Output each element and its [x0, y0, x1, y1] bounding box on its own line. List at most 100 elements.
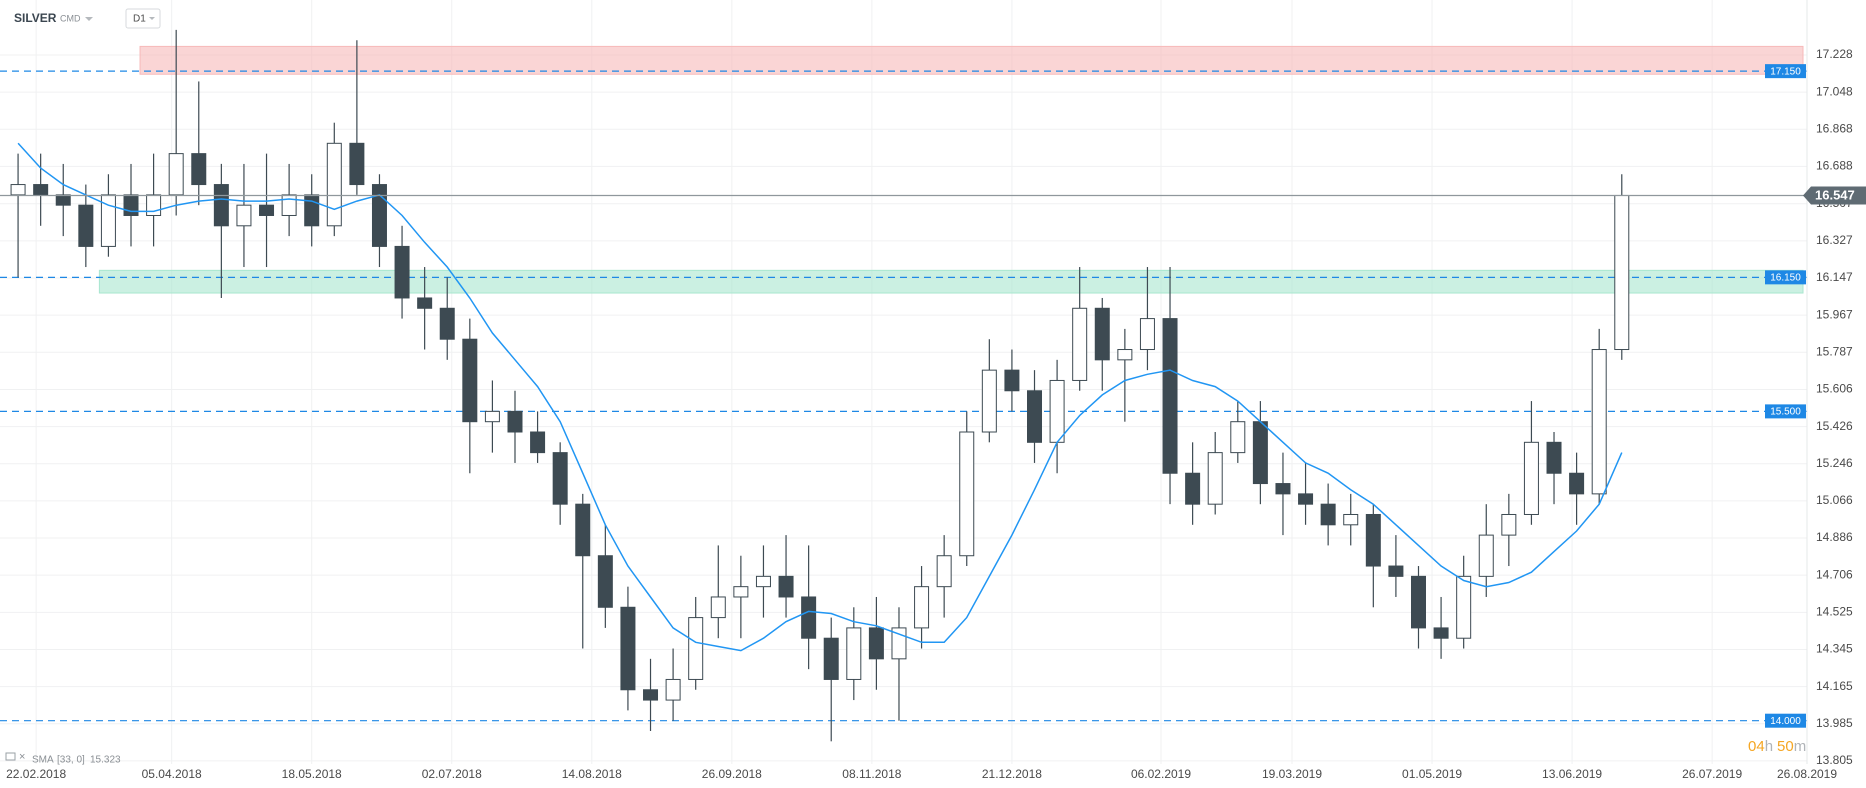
candle-body: [304, 194, 320, 227]
candle-body: [484, 410, 500, 423]
y-tick-label: 14.165: [1816, 679, 1853, 693]
y-tick-label: 13.805: [1816, 753, 1853, 767]
zones: [98, 45, 1804, 294]
candle-body: [394, 245, 410, 299]
level-label: 17.150: [1770, 66, 1801, 77]
candle-body: [778, 575, 794, 598]
x-tick-label: 05.04.2018: [142, 767, 202, 781]
candle-body: [1049, 379, 1065, 443]
level-label: 14.000: [1770, 716, 1801, 727]
x-tick-label: 01.05.2019: [1402, 767, 1462, 781]
candle-body: [1004, 369, 1020, 392]
y-tick-label: 13.985: [1816, 716, 1853, 730]
y-tick-label: 17.048: [1816, 84, 1853, 98]
candle-body: [823, 637, 839, 680]
y-tick-label: 16.147: [1816, 270, 1853, 284]
interval: D1: [133, 14, 146, 25]
candle-body: [868, 627, 884, 660]
candle-body: [259, 204, 275, 216]
x-tick-label: 26.09.2018: [702, 767, 762, 781]
interval-select[interactable]: [125, 8, 161, 29]
candle-body: [1591, 349, 1607, 495]
candle-body: [1252, 421, 1268, 485]
candle-body: [1546, 441, 1562, 474]
candle-body: [462, 338, 478, 423]
candle-body: [1320, 503, 1336, 526]
indicator-name: SMA: [32, 755, 54, 766]
candle-body: [846, 627, 862, 680]
dropdown-caret[interactable]: [85, 17, 93, 21]
y-tick-label: 15.066: [1816, 493, 1853, 507]
countdown-hours: 04: [1748, 738, 1765, 755]
y-tick-label: 15.967: [1816, 307, 1853, 321]
y-tick-label: 16.868: [1816, 121, 1853, 135]
x-tick-label: 26.08.2019: [1777, 767, 1837, 781]
candle-body: [597, 555, 613, 608]
candle-body: [665, 678, 681, 701]
candle-body: [575, 503, 591, 557]
candle-body: [959, 431, 975, 557]
y-tick-label: 14.345: [1816, 642, 1853, 656]
countdown-minutes: 50: [1777, 738, 1794, 755]
candle-body: [1117, 349, 1133, 361]
plot: [0, 29, 1807, 742]
candle-body: [281, 194, 297, 216]
y-tick-label: 15.606: [1816, 382, 1853, 396]
y-tick-label: 16.327: [1816, 233, 1853, 247]
candle-body: [191, 153, 207, 186]
candle-body: [417, 297, 433, 309]
candle-body: [1275, 483, 1291, 495]
candle-body: [236, 204, 252, 227]
candle-body: [1523, 441, 1539, 515]
last-price-badge: [1803, 186, 1866, 205]
interval-caret: [149, 17, 155, 20]
candle-body: [620, 606, 636, 691]
candle-body: [168, 153, 184, 196]
candle-body: [1162, 318, 1178, 474]
x-tick-label: 19.03.2019: [1262, 767, 1322, 781]
candle-body: [1094, 307, 1110, 361]
candle-body: [55, 194, 71, 206]
candle-body: [936, 555, 952, 588]
candle-body: [710, 596, 726, 619]
symbol: SILVER: [14, 11, 57, 25]
candle-body: [10, 184, 26, 196]
level-badge: [1765, 64, 1806, 79]
market: CMD: [60, 13, 81, 23]
x-tick-label: 13.06.2019: [1542, 767, 1602, 781]
candle-body: [733, 586, 749, 598]
level-badge: [1765, 270, 1806, 285]
level-label: 16.150: [1770, 272, 1801, 283]
x-tick-label: 08.11.2018: [842, 767, 901, 781]
x-tick-label: 14.08.2018: [562, 767, 622, 781]
candle-body: [981, 369, 997, 433]
candle-body: [1207, 452, 1223, 505]
candle-body: [1388, 565, 1404, 577]
candle-body: [1072, 307, 1088, 381]
candle-body: [100, 194, 116, 247]
y-tick-label: 14.525: [1816, 605, 1853, 619]
candle-body: [371, 184, 387, 247]
candle-body: [349, 142, 365, 186]
indicator-value: 15.323: [90, 755, 121, 766]
x-tick-label: 22.02.2018: [6, 767, 66, 781]
candle-body: [146, 194, 162, 216]
level-badge: [1765, 404, 1806, 419]
candle-body: [1343, 513, 1359, 526]
countdown: 04h 50m: [1748, 738, 1806, 755]
candle-body: [439, 307, 455, 340]
y-tick-label: 15.787: [1816, 344, 1853, 358]
indicator-close[interactable]: ×: [19, 751, 25, 763]
candle-body: [801, 596, 817, 639]
candle-body: [213, 184, 229, 227]
countdown-m: m: [1794, 738, 1807, 755]
candle-body: [123, 194, 139, 216]
countdown-h: h: [1765, 738, 1773, 755]
indicator-icon[interactable]: [5, 752, 16, 761]
candle-body: [688, 617, 704, 680]
candle-body: [1614, 194, 1630, 351]
zone: [139, 45, 1804, 75]
y-tick-label: 14.706: [1816, 567, 1853, 581]
last-price-label: 16.547: [1815, 187, 1855, 202]
